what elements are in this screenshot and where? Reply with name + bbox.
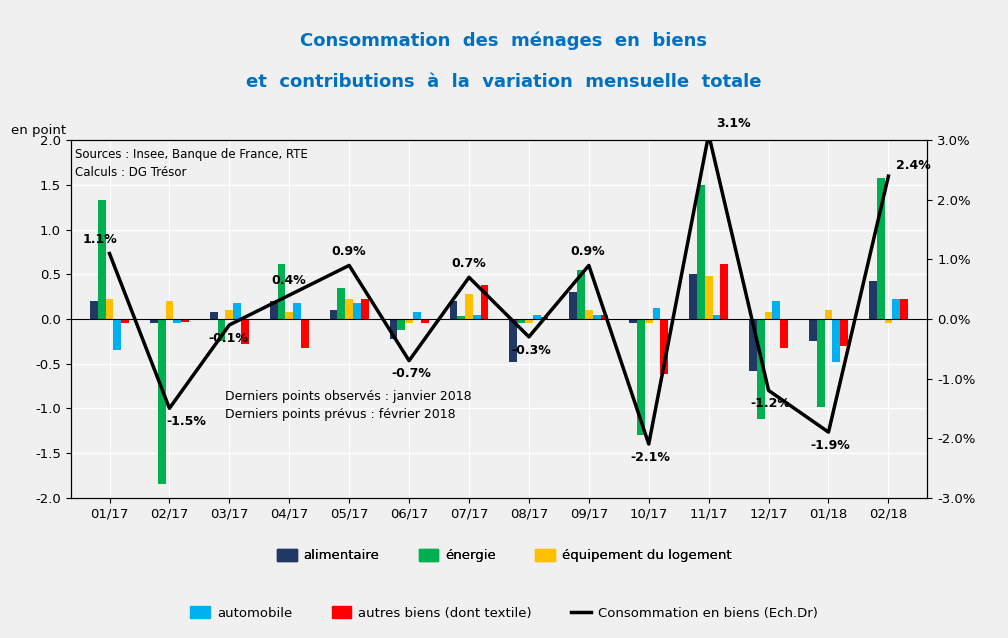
Bar bbox=[772, 301, 780, 319]
Bar bbox=[570, 292, 578, 319]
Bar bbox=[210, 312, 218, 319]
Bar bbox=[689, 274, 697, 319]
Bar bbox=[652, 308, 660, 319]
Bar bbox=[226, 310, 233, 319]
Text: 0.9%: 0.9% bbox=[571, 245, 606, 258]
Bar bbox=[809, 319, 816, 341]
Bar bbox=[705, 276, 713, 319]
Bar bbox=[413, 312, 420, 319]
Bar bbox=[338, 288, 346, 319]
Text: Consommation  des  ménages  en  biens: Consommation des ménages en biens bbox=[300, 32, 708, 50]
Bar bbox=[892, 299, 900, 319]
Bar bbox=[301, 319, 308, 348]
Text: -1.9%: -1.9% bbox=[810, 439, 851, 452]
Bar bbox=[270, 301, 277, 319]
Text: 2.4%: 2.4% bbox=[895, 159, 930, 172]
Bar bbox=[405, 319, 413, 323]
Bar bbox=[885, 319, 892, 323]
Bar bbox=[390, 319, 397, 339]
Bar bbox=[749, 319, 757, 371]
Bar bbox=[450, 301, 458, 319]
Bar bbox=[330, 310, 338, 319]
Text: 1.1%: 1.1% bbox=[83, 233, 117, 246]
Bar bbox=[293, 303, 301, 319]
Text: en point: en point bbox=[10, 124, 66, 137]
Bar bbox=[277, 263, 285, 319]
Bar bbox=[660, 319, 668, 375]
Bar bbox=[473, 315, 481, 319]
Bar bbox=[113, 319, 121, 350]
Bar bbox=[517, 319, 525, 323]
Text: 0.9%: 0.9% bbox=[332, 245, 366, 258]
Text: 0.4%: 0.4% bbox=[271, 274, 306, 288]
Bar bbox=[721, 263, 728, 319]
Bar bbox=[509, 319, 517, 362]
Bar bbox=[420, 319, 428, 323]
Bar bbox=[645, 319, 652, 323]
Text: 3.1%: 3.1% bbox=[716, 117, 751, 130]
Bar bbox=[458, 316, 465, 319]
Bar bbox=[106, 299, 113, 319]
Bar bbox=[361, 299, 369, 319]
Text: et  contributions  à  la  variation  mensuelle  totale: et contributions à la variation mensuell… bbox=[246, 73, 762, 91]
Bar bbox=[869, 281, 877, 319]
Text: Derniers points observés : janvier 2018
Derniers points prévus : février 2018: Derniers points observés : janvier 2018 … bbox=[225, 390, 472, 422]
Bar bbox=[233, 303, 241, 319]
Bar bbox=[540, 317, 548, 319]
Bar bbox=[585, 310, 593, 319]
Legend: alimentaire, énergie, équipement du logement: alimentaire, énergie, équipement du loge… bbox=[271, 544, 737, 568]
Bar bbox=[578, 270, 585, 319]
Bar bbox=[150, 319, 157, 323]
Text: -1.2%: -1.2% bbox=[751, 397, 790, 410]
Bar bbox=[713, 315, 721, 319]
Text: Sources : Insee, Banque de France, RTE
Calculs : DG Trésor: Sources : Insee, Banque de France, RTE C… bbox=[75, 147, 307, 179]
Bar bbox=[90, 301, 98, 319]
Bar bbox=[593, 315, 601, 319]
Bar bbox=[637, 319, 645, 435]
Text: 0.7%: 0.7% bbox=[451, 256, 486, 270]
Bar bbox=[173, 319, 181, 323]
Bar bbox=[697, 185, 705, 319]
Text: -1.5%: -1.5% bbox=[166, 415, 207, 428]
Text: -0.1%: -0.1% bbox=[209, 332, 248, 345]
Bar bbox=[285, 312, 293, 319]
Bar bbox=[218, 319, 226, 341]
Bar bbox=[465, 294, 473, 319]
Bar bbox=[98, 200, 106, 319]
Bar bbox=[825, 310, 833, 319]
Bar bbox=[481, 285, 489, 319]
Text: -0.3%: -0.3% bbox=[511, 343, 550, 357]
Legend: automobile, autres biens (dont textile), Consommation en biens (Ech.Dr): automobile, autres biens (dont textile),… bbox=[185, 601, 823, 625]
Bar bbox=[877, 178, 885, 319]
Bar bbox=[121, 319, 129, 323]
Text: -0.7%: -0.7% bbox=[391, 367, 431, 380]
Bar bbox=[525, 319, 533, 323]
Bar bbox=[757, 319, 765, 419]
Bar bbox=[241, 319, 249, 344]
Bar bbox=[601, 315, 608, 319]
Bar bbox=[397, 319, 405, 330]
Bar bbox=[629, 319, 637, 323]
Bar bbox=[841, 319, 848, 346]
Bar bbox=[353, 303, 361, 319]
Bar bbox=[157, 319, 165, 484]
Bar bbox=[533, 315, 540, 319]
Bar bbox=[181, 319, 188, 322]
Bar bbox=[346, 299, 353, 319]
Bar bbox=[833, 319, 841, 362]
Bar bbox=[165, 301, 173, 319]
Bar bbox=[765, 312, 772, 319]
Bar bbox=[816, 319, 825, 406]
Bar bbox=[900, 299, 908, 319]
Bar bbox=[780, 319, 788, 348]
Text: -2.1%: -2.1% bbox=[631, 450, 670, 464]
